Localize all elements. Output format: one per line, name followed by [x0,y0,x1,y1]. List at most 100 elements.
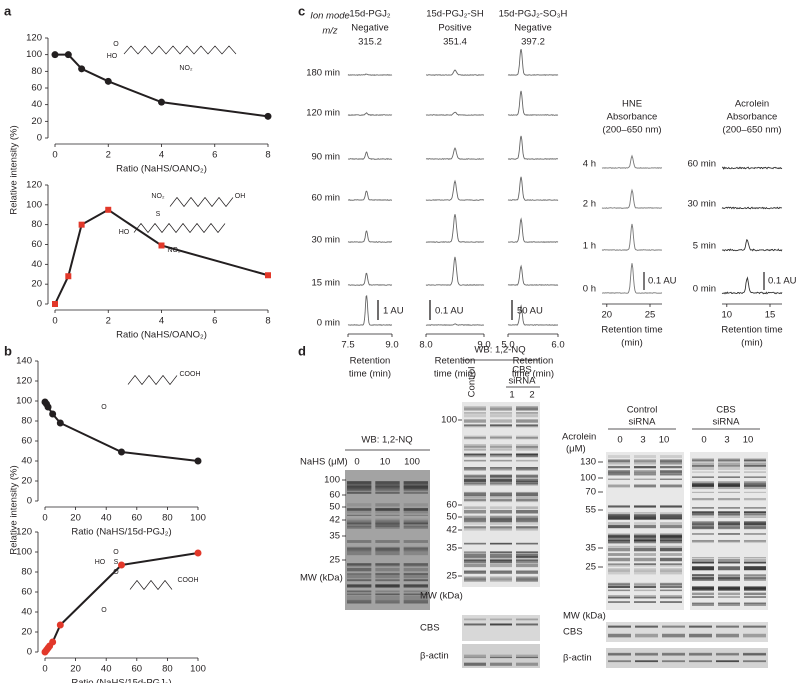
blot-band [464,444,486,448]
x-tick-label: 6 [212,316,217,327]
blot-band [490,559,512,564]
blot-band [635,660,658,663]
panel-title: HNE [622,99,642,110]
blot-band [744,511,766,514]
blot-band [490,406,512,411]
marker [158,98,165,106]
blot-band [718,575,740,579]
blot-band [608,596,630,599]
blot-band [634,459,656,463]
trace [425,147,485,160]
blot-band [662,653,685,656]
blot-band [692,602,714,604]
blot-band [608,542,630,545]
blot-band [347,481,372,485]
blot-band [403,507,428,512]
blot-band [516,570,538,573]
x-tick-label: 8.0 [419,340,432,351]
y-tick-label: 80 [21,567,32,578]
blot-band [403,484,428,488]
blot-band [660,525,682,529]
blot-band [744,513,766,517]
lane-label: 1 [509,390,514,401]
blot-band [516,474,538,478]
y-tick-label: 100 [16,547,32,558]
blot-band [464,526,486,529]
trace [425,214,485,243]
panel-label: c [298,3,305,18]
y-tick-label: 0 [27,647,32,658]
series-line [54,208,269,305]
x-tick-label: 20 [602,310,613,321]
blot-band [375,590,400,593]
blot-band [743,652,766,656]
blot-band [718,516,740,518]
blot-band [718,540,740,544]
blot-band [464,521,486,525]
mw-label: 60 [329,490,340,501]
compound-name: 15d-PGJ₂ [349,9,390,20]
blot-band [692,521,714,525]
blot-band [347,563,372,567]
blot-band [660,539,682,543]
scale-bar-label: 50 AU [517,306,543,317]
marker [194,457,202,465]
blot-band [516,478,538,482]
blot-band [490,414,512,418]
blot-band [516,580,538,582]
blot-band [490,467,512,471]
lane-label: 2 [529,390,534,401]
y-tick-label: 40 [21,607,32,618]
ion-mode: Negative [351,23,389,34]
structure-label: S [114,559,119,566]
blot-band [634,534,656,539]
blot-band [660,478,682,480]
blot-band [692,482,714,487]
blot-band [464,553,486,556]
blot-band [692,498,714,501]
mw-axis-label: MW (kDa) [563,611,606,622]
blot-band [608,516,630,520]
x-tick-label: 20 [70,513,81,524]
structure-label: O [113,41,119,48]
blot [606,452,684,610]
blot-band [464,656,486,659]
blot-band [634,547,656,552]
blot-band [464,491,486,496]
blot-band [660,514,682,517]
blot-band [464,474,486,478]
blot-band [608,536,630,540]
blot-band [743,633,766,638]
blot-band [660,517,682,519]
blot-band [347,599,372,604]
blot-band [516,424,538,428]
blot-band [608,553,630,556]
blot-band [464,478,486,482]
blot-band [516,576,538,581]
blot-band [403,491,428,494]
probe-label: CBS [563,627,583,638]
blot-band [516,499,538,501]
blot-band [608,652,631,656]
trace [347,112,393,116]
trace [347,295,393,326]
blot-band [347,551,372,556]
time-label: 0 min [317,318,340,329]
blot-band [516,459,538,462]
y-tick-label: 60 [21,436,32,447]
trace [601,223,662,251]
blot-band [464,492,486,497]
y-tick-label: 80 [31,66,42,77]
blot-band [692,603,714,606]
blot-band [516,491,538,496]
blot-band [516,449,538,451]
x-tick-label: 9.0 [477,340,490,351]
blot-band [744,586,766,590]
blot-band [634,568,656,572]
group-label: Control [627,405,658,416]
blot-band [692,524,714,528]
blot-band [464,449,486,451]
blot-band [490,521,512,525]
blot-band [464,563,486,568]
blot-band [660,553,682,556]
